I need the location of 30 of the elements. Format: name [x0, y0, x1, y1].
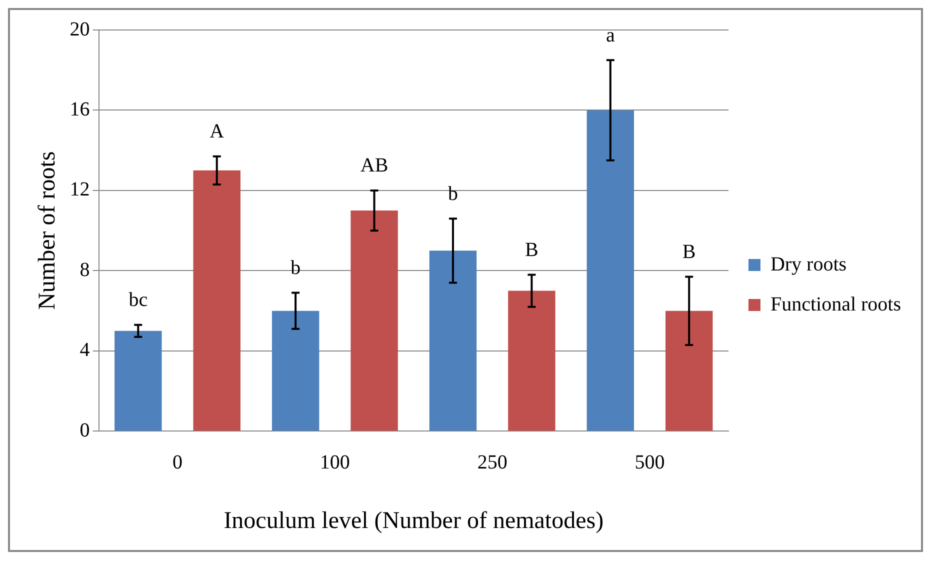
y-tick-label: 8 — [80, 258, 90, 281]
y-tick-label: 4 — [80, 339, 90, 362]
y-tick-label: 12 — [70, 178, 90, 201]
annotation: B — [525, 238, 538, 261]
annotation: a — [606, 24, 615, 46]
y-tick-label: 16 — [70, 98, 90, 120]
annotation: AB — [360, 154, 388, 177]
annotation: b — [448, 182, 458, 205]
y-tick-label: 20 — [70, 18, 90, 40]
legend-label: Dry roots — [770, 253, 847, 276]
x-tick-label: 250 — [477, 451, 508, 474]
annotation: bc — [128, 289, 148, 312]
annotation: b — [290, 257, 301, 280]
bar — [665, 310, 713, 431]
annotation: A — [210, 120, 225, 143]
legend-label: Functional roots — [770, 293, 902, 316]
bar — [114, 330, 162, 431]
bar — [272, 310, 320, 431]
x-tick-label: 0 — [172, 451, 183, 474]
x-tick-label: 100 — [320, 451, 350, 474]
x-axis-title: Inoculum level (Number of nematodes) — [224, 508, 604, 534]
bar — [429, 250, 477, 431]
y-axis-title: Number of roots — [34, 151, 61, 310]
annotation: B — [682, 240, 696, 263]
x-tick-label: 500 — [634, 451, 665, 474]
bar — [350, 210, 398, 431]
bar — [193, 170, 240, 431]
bar — [586, 110, 634, 431]
bar — [508, 290, 556, 431]
y-tick-label: 0 — [80, 419, 90, 442]
